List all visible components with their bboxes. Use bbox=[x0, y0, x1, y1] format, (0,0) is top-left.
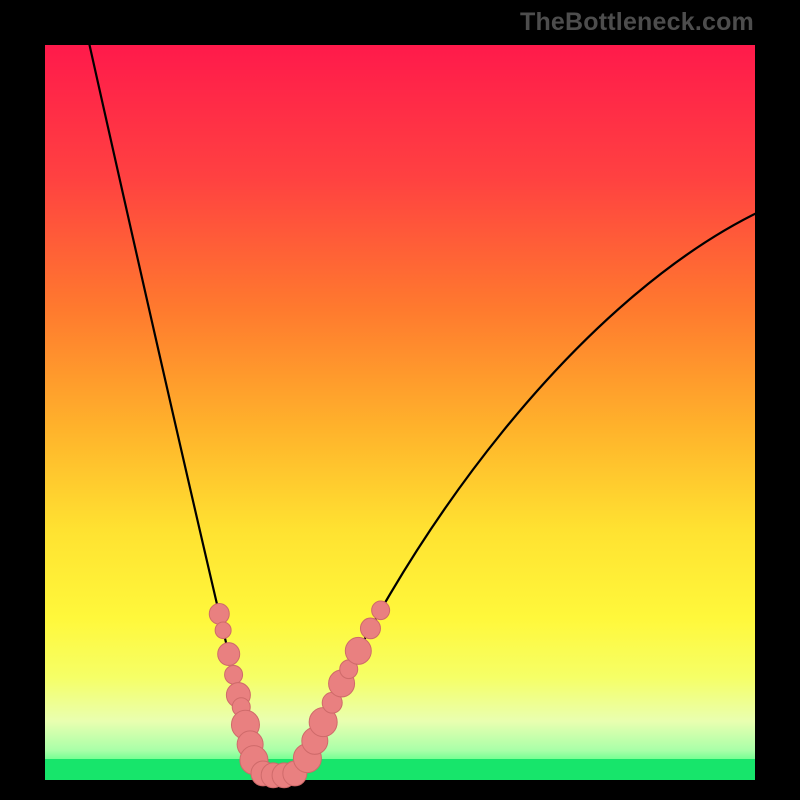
data-bead bbox=[372, 601, 390, 620]
data-bead bbox=[345, 637, 371, 664]
data-bead bbox=[209, 604, 229, 625]
watermark-text: TheBottleneck.com bbox=[520, 8, 754, 37]
data-beads bbox=[209, 601, 389, 788]
chart-stage: TheBottleneck.com bbox=[0, 0, 800, 800]
plot-area bbox=[45, 45, 755, 780]
data-bead bbox=[215, 622, 231, 639]
curve-layer bbox=[45, 45, 755, 780]
data-bead bbox=[225, 665, 243, 684]
data-bead bbox=[218, 643, 240, 666]
data-bead bbox=[360, 618, 380, 639]
bottleneck-curve-right bbox=[302, 210, 762, 771]
